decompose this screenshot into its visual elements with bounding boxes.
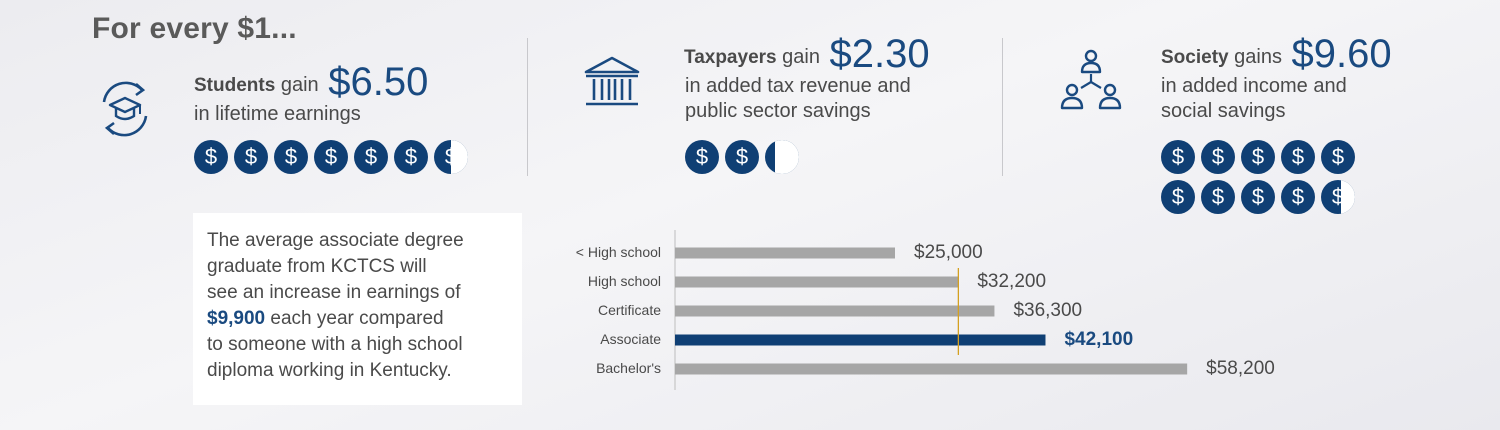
dollar-coin-icon: $ [725, 140, 759, 174]
callout-line: graduate from KCTCS will [207, 256, 427, 277]
dollar-coin-icon: $ [194, 140, 228, 174]
dollar-coin-icon: $ [1161, 140, 1195, 174]
students-desc-line: in lifetime earnings [194, 103, 361, 125]
dollar-coin-icon: $ [314, 140, 348, 174]
column-divider [1002, 38, 1003, 176]
category-label: Bachelor's [596, 360, 661, 376]
taxpayers-desc-line: in added tax revenue and [685, 75, 911, 97]
society-desc-line: in added income and [1161, 75, 1347, 97]
society-amount: $9.60 [1291, 32, 1392, 76]
partial-dollar-coin-icon: $ [1321, 180, 1355, 214]
society-coin-grid: $ $ $ $ $ $ $ $ $ $ [1161, 140, 1366, 214]
dollar-coin-icon: $ [1241, 140, 1275, 174]
taxpayers-desc-line: public sector savings [685, 100, 871, 122]
dollar-coin-icon: $ [234, 140, 268, 174]
taxpayers-gain-line: Taxpayers gain $2.30 [684, 32, 930, 77]
data-label: $36,300 [1013, 300, 1083, 321]
graduation-cap-cycle-icon [102, 81, 148, 137]
callout-text: each year compared [265, 308, 444, 329]
callout-line: diploma working in Kentucky. [207, 360, 452, 381]
society-gain-line: Society gains $9.60 [1161, 32, 1392, 77]
bank-building-icon [584, 56, 640, 106]
bar [675, 305, 995, 317]
category-label: Certificate [597, 302, 661, 318]
dollar-coin-icon: $ [1201, 140, 1235, 174]
society-label: Society [1161, 47, 1229, 68]
page-heading: For every $1... [92, 12, 297, 45]
taxpayers-coin-row: $$$ [685, 140, 885, 174]
category-label: Associate [600, 331, 661, 347]
partial-dollar-coin-icon: $ [434, 140, 468, 174]
students-label: Students [194, 75, 276, 96]
society-description: in added income and social savings [1161, 74, 1347, 124]
dollar-coin-icon: $ [685, 140, 719, 174]
bar [675, 276, 959, 288]
data-label: $42,100 [1064, 329, 1134, 350]
society-verb: gains [1234, 46, 1282, 68]
taxpayers-label: Taxpayers [684, 47, 777, 68]
callout-line: $9,900 each year compared [207, 306, 512, 332]
students-coin-row: $$$$$$$ [194, 140, 484, 174]
callout-line: see an increase in earnings of [207, 282, 461, 303]
students-description: in lifetime earnings [194, 102, 361, 127]
partial-dollar-coin-icon: $ [765, 140, 799, 174]
earnings-callout: The average associate degree graduate fr… [193, 213, 522, 405]
society-desc-line: social savings [1161, 100, 1286, 122]
column-divider [527, 38, 528, 176]
students-gain-line: Students gain $6.50 [194, 60, 428, 105]
students-amount: $6.50 [328, 60, 429, 104]
dollar-coin-icon: $ [1281, 180, 1315, 214]
dollar-coin-icon: $ [1281, 140, 1315, 174]
callout-line: to someone with a high school [207, 334, 463, 355]
data-label: $25,000 [914, 242, 983, 263]
dollar-coin-icon: $ [1161, 180, 1195, 214]
dollar-coin-icon: $ [394, 140, 428, 174]
students-verb: gain [280, 74, 319, 96]
bar [675, 247, 895, 259]
taxpayers-amount: $2.30 [829, 32, 930, 76]
dollar-coin-icon: $ [1241, 180, 1275, 214]
taxpayers-description: in added tax revenue and public sector s… [685, 74, 911, 124]
bar [675, 334, 1046, 346]
dollar-coin-icon: $ [1201, 180, 1235, 214]
category-label: < High school [575, 244, 661, 260]
dollar-coin-icon: $ [354, 140, 388, 174]
people-network-icon [1060, 49, 1122, 110]
dollar-coin-icon: $ [274, 140, 308, 174]
callout-line: The average associate degree [207, 230, 464, 251]
bar [675, 363, 1188, 375]
callout-highlight-amount: $9,900 [207, 308, 266, 329]
taxpayers-verb: gain [782, 46, 820, 68]
category-label: High school [587, 273, 661, 289]
dollar-coin-icon: $ [1321, 140, 1355, 174]
data-label: $58,200 [1206, 358, 1275, 379]
data-label: $32,200 [977, 271, 1047, 292]
